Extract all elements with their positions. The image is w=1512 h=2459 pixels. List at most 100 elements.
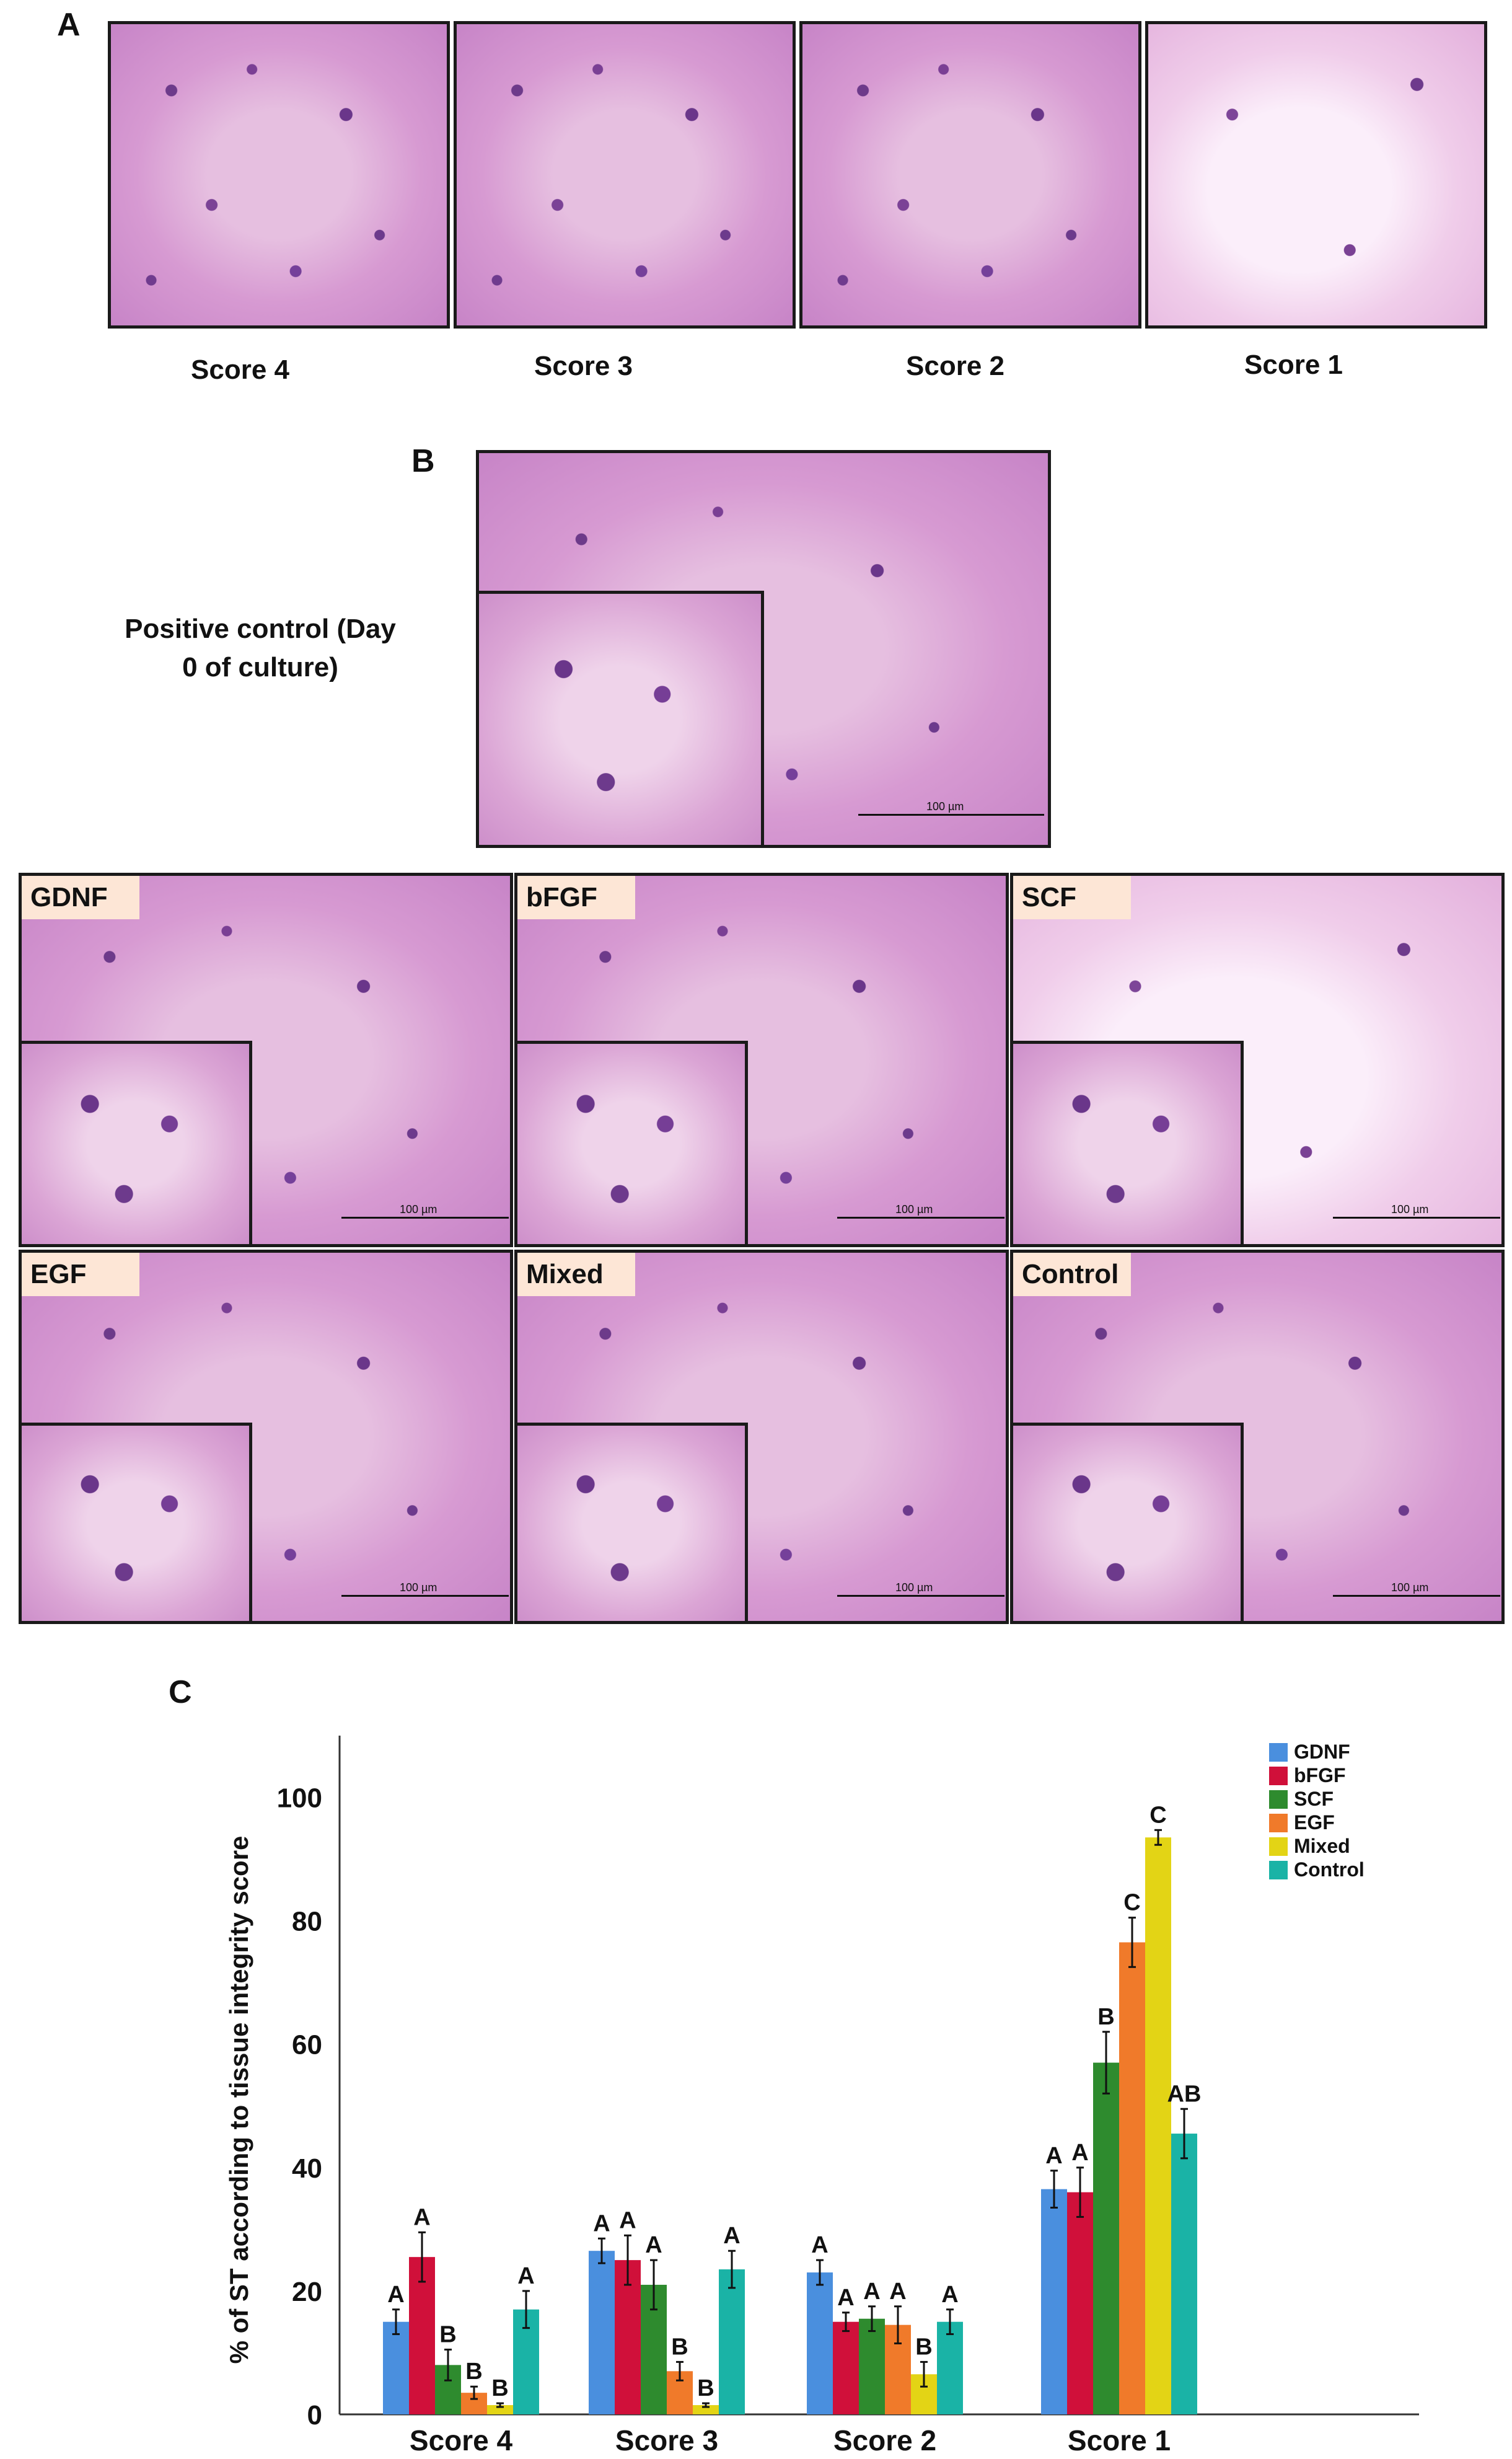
significance-letter: B (465, 2359, 482, 2385)
x-tick-label: Score 3 (615, 2424, 718, 2457)
score-2-caption: Score 2 (906, 351, 1004, 381)
scale-bar (837, 1217, 1004, 1219)
scf-micrograph: SCF 100 µm (1010, 873, 1505, 1247)
egf-micrograph: EGF 100 µm (19, 1250, 513, 1624)
positive-control-inset (479, 591, 764, 845)
bar-control (937, 2321, 963, 2414)
scale-bar (858, 814, 1044, 816)
bar-control (719, 2269, 745, 2414)
bar-bfgf (615, 2260, 641, 2414)
control-label: Control (1013, 1253, 1131, 1296)
bar-bfgf (1067, 2192, 1093, 2414)
control-inset (1013, 1423, 1244, 1621)
bar-bfgf (833, 2321, 859, 2414)
positive-control-caption-line1: Positive control (Day (125, 614, 396, 644)
bar-mixed (487, 2405, 513, 2414)
significance-letter: A (517, 2263, 534, 2289)
scf-label: SCF (1013, 876, 1131, 919)
mixed-inset (517, 1423, 748, 1621)
scale-bar (341, 1217, 509, 1219)
bar-mixed (1145, 1837, 1171, 2414)
scale-label: 100 µm (1391, 1581, 1429, 1594)
bar-egf (1119, 1942, 1145, 2414)
significance-letter: B (697, 2375, 714, 2401)
significance-letter: A (889, 2279, 906, 2305)
significance-letter: B (491, 2375, 508, 2401)
gdnf-inset (22, 1041, 252, 1244)
bar-mixed (693, 2405, 719, 2414)
bar-control (1171, 2134, 1197, 2414)
bar-gdnf (383, 2321, 409, 2414)
positive-control-caption: Positive control (Day 0 of culture) (99, 610, 421, 687)
legend-label: SCF (1294, 1788, 1334, 1810)
bar-chart: 0 20 40 60 80 100 % of ST according to tissue … (224, 1736, 1419, 2457)
legend-swatch-bfgf (1269, 1767, 1288, 1785)
scale-label: 100 µm (895, 1203, 933, 1216)
scale-bar (341, 1595, 509, 1597)
scale-label: 100 µm (400, 1203, 437, 1216)
significance-letter: A (387, 2282, 404, 2308)
scale-bar (1333, 1217, 1500, 1219)
significance-letter: A (941, 2282, 958, 2308)
gdnf-label: GDNF (22, 876, 139, 919)
significance-letter: B (439, 2321, 456, 2347)
legend-swatch-egf (1269, 1814, 1288, 1832)
significance-letter: AB (1167, 2081, 1202, 2107)
x-tick-label: Score 4 (410, 2424, 513, 2457)
y-tick-label: 20 (292, 2277, 322, 2307)
bar-scf (1093, 2062, 1119, 2414)
scf-inset (1013, 1041, 1244, 1244)
egf-inset (22, 1423, 252, 1621)
legend-swatch-control (1269, 1861, 1288, 1879)
score-3-micrograph (454, 21, 796, 329)
panel-c-letter: C (169, 1674, 192, 1710)
scale-label: 100 µm (400, 1581, 437, 1594)
significance-letter: C (1149, 1802, 1166, 1828)
significance-letter: A (723, 2223, 740, 2249)
bar-gdnf (807, 2272, 833, 2414)
y-tick-label: 60 (292, 2030, 322, 2060)
y-tick-label: 0 (307, 2400, 322, 2430)
control-micrograph: Control 100 µm (1010, 1250, 1505, 1624)
legend-swatch-mixed (1269, 1837, 1288, 1856)
bar-gdnf (1041, 2189, 1067, 2414)
legend-label: bFGF (1294, 1764, 1346, 1786)
significance-letter: B (1097, 2004, 1114, 2030)
score-4-caption: Score 4 (191, 355, 289, 385)
mixed-micrograph: Mixed 100 µm (514, 1250, 1009, 1624)
bfgf-inset (517, 1041, 748, 1244)
legend-swatch-gdnf (1269, 1743, 1288, 1762)
significance-letter: A (1071, 2140, 1088, 2166)
legend-label: GDNF (1294, 1741, 1350, 1763)
x-tick-label: Score 2 (833, 2424, 936, 2457)
legend-label: Control (1294, 1858, 1365, 1881)
scale-label: 100 µm (895, 1581, 933, 1594)
significance-letter: C (1123, 1890, 1140, 1916)
scale-bar (1333, 1595, 1500, 1597)
significance-letter: A (413, 2204, 430, 2230)
mixed-label: Mixed (517, 1253, 635, 1296)
egf-label: EGF (22, 1253, 139, 1296)
significance-letter: A (863, 2279, 880, 2305)
gdnf-micrograph: GDNF 100 µm (19, 873, 513, 1247)
x-tick-label: Score 1 (1068, 2424, 1171, 2457)
significance-letter: A (811, 2232, 828, 2258)
scale-bar (837, 1595, 1004, 1597)
score-4-micrograph (108, 21, 450, 329)
y-tick-label: 100 (277, 1783, 322, 1814)
significance-letter: A (619, 2207, 636, 2233)
y-tick-label: 40 (292, 2153, 322, 2184)
legend-swatch-scf (1269, 1790, 1288, 1809)
significance-letter: A (837, 2285, 854, 2311)
significance-letter: A (593, 2210, 610, 2236)
panel-a-letter: A (57, 7, 81, 43)
bfgf-micrograph: bFGF 100 µm (514, 873, 1009, 1247)
score-2-micrograph (799, 21, 1141, 329)
y-axis-title: % of ST according to tissue integrity sc… (224, 1836, 253, 2364)
panel-b-letter: B (411, 443, 435, 479)
scale-label: 100 µm (1391, 1203, 1429, 1216)
significance-letter: B (915, 2334, 932, 2360)
positive-control-micrograph: 100 µm (476, 450, 1051, 848)
bar-bfgf (409, 2257, 435, 2414)
legend-label: Mixed (1294, 1835, 1350, 1857)
